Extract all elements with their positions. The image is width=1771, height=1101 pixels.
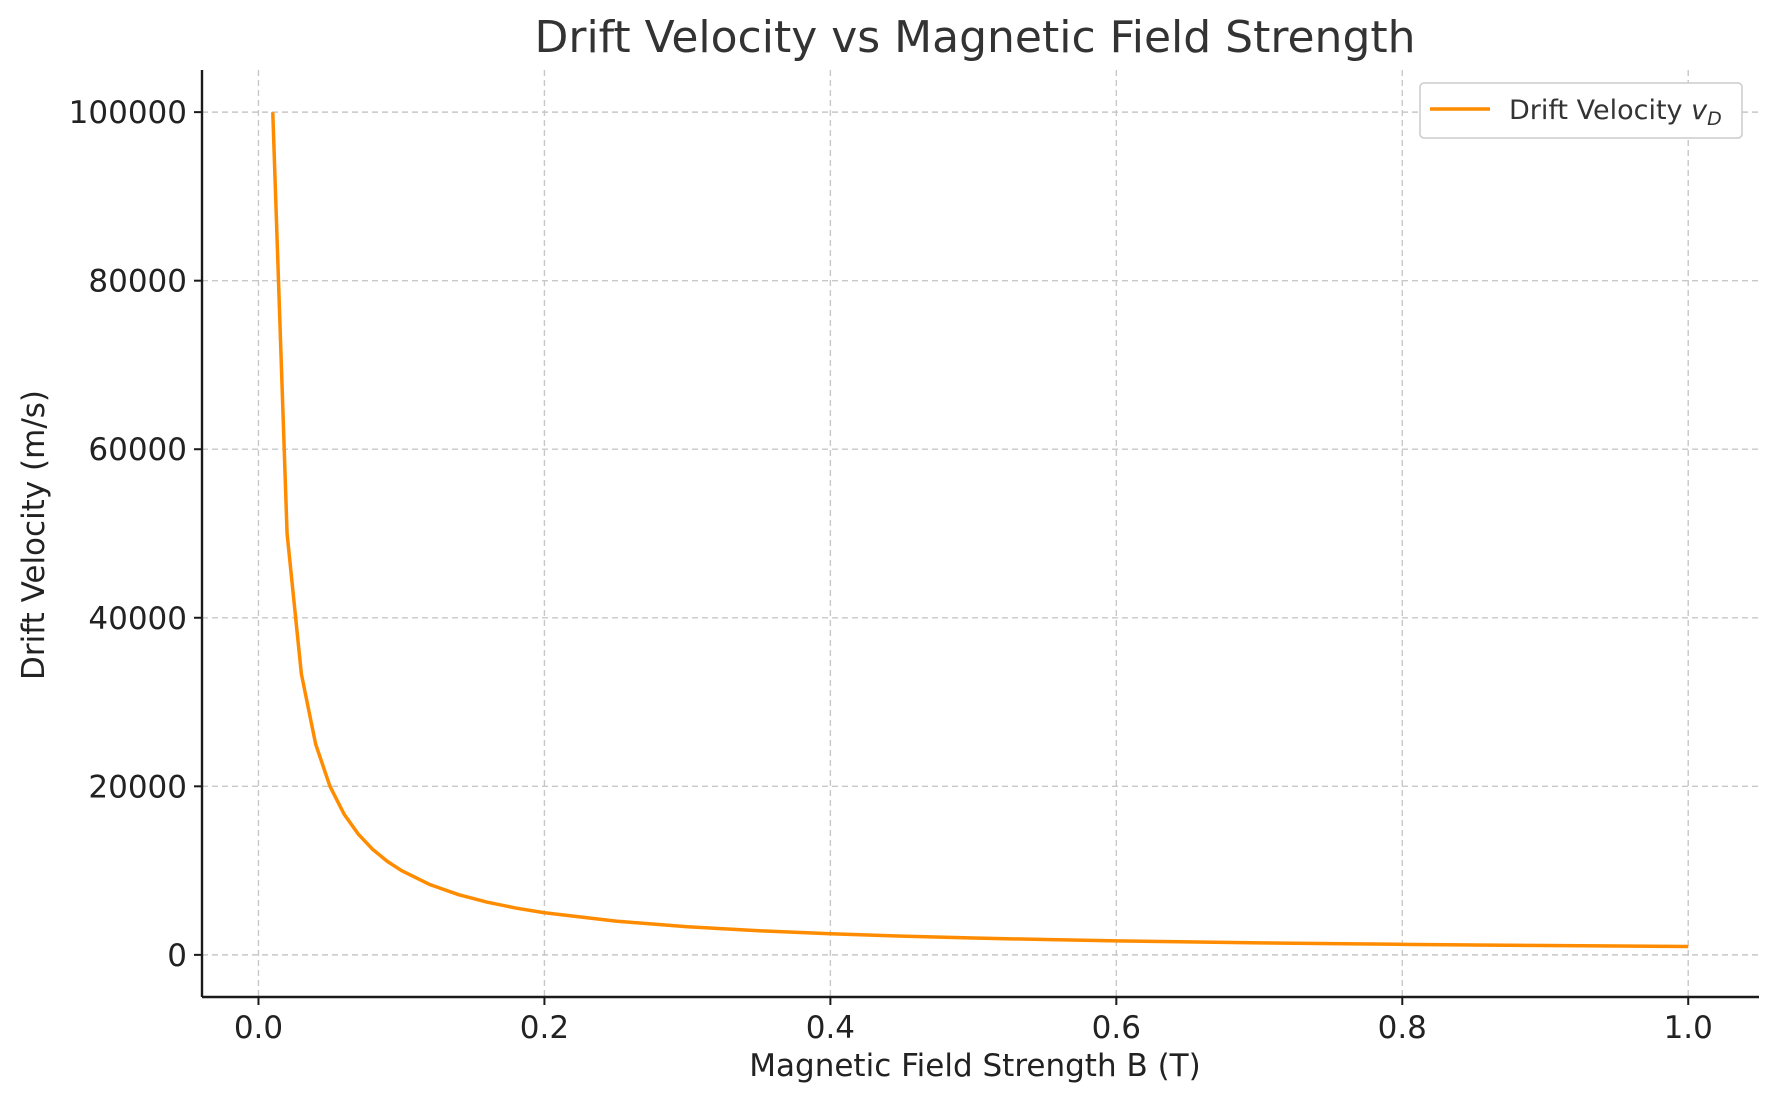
- y-tick-label: 60000: [88, 432, 187, 468]
- x-tick-label: 0.2: [520, 1010, 569, 1046]
- x-tick-label: 1.0: [1664, 1010, 1713, 1046]
- y-tick-label: 100000: [69, 95, 187, 131]
- axes: [200, 70, 1759, 999]
- series-line-drift-velocity: [271, 112, 1689, 949]
- series-layer: [271, 112, 1689, 949]
- chart-title: Drift Velocity vs Magnetic Field Strengt…: [534, 12, 1415, 63]
- legend: Drift Velocity vD: [1419, 82, 1743, 139]
- x-axis-label: Magnetic Field Strength B (T): [749, 1048, 1200, 1084]
- ticks: 0.0 0.2 0.4 0.6 0.8 1.0 0 20000 40000 60000 80000 1…: [69, 95, 1713, 1046]
- x-tick-label: 0.6: [1092, 1010, 1141, 1046]
- legend-label: Drift Velocity vD: [1509, 95, 1722, 130]
- y-tick-label: 0: [167, 938, 187, 974]
- grid: [202, 70, 1759, 997]
- y-tick-label: 80000: [88, 264, 187, 300]
- y-tick-label: 40000: [88, 601, 187, 637]
- legend-frame: [1419, 82, 1743, 139]
- x-tick-label: 0.0: [234, 1010, 283, 1046]
- x-tick-label: 0.4: [806, 1010, 855, 1046]
- y-axis-label: Drift Velocity (m/s): [16, 390, 52, 680]
- x-tick-label: 0.8: [1378, 1010, 1427, 1046]
- y-tick-label: 20000: [88, 769, 187, 805]
